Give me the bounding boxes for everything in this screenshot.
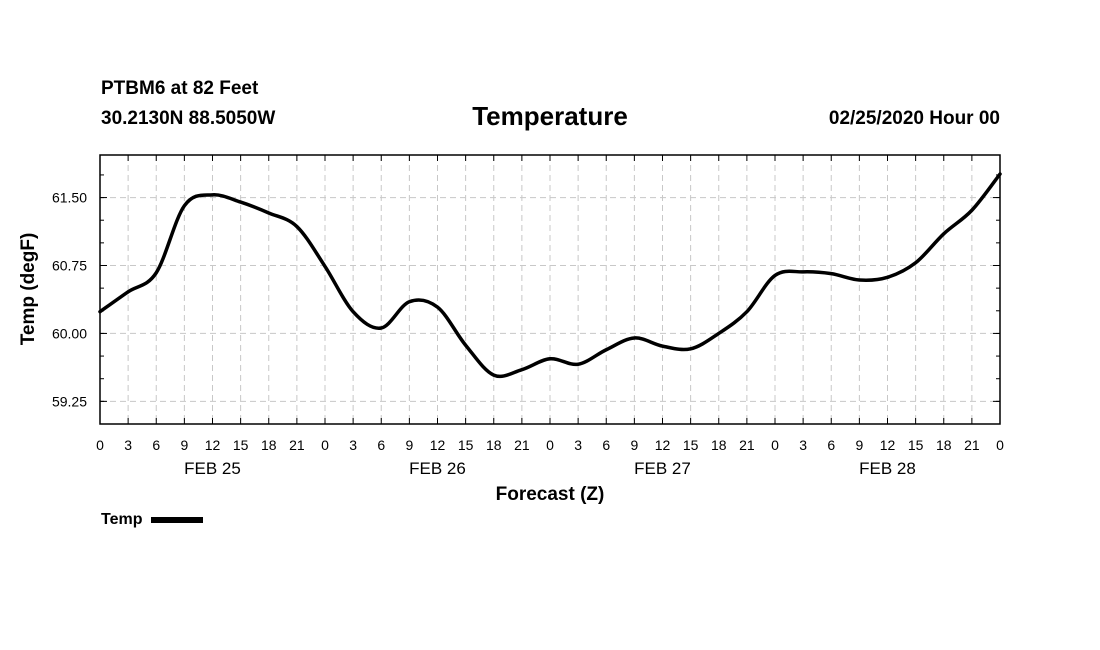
plot-frame [99,154,1001,425]
data-point-temp [212,194,213,196]
data-point-temp [465,344,467,346]
data-point-temp [690,348,692,350]
coordinates-label: 30.2130N 88.5050W [101,108,276,129]
forecast-datetime: 02/25/2020 Hour 00 [828,108,1000,129]
y-tick-label: 59.25 [52,393,87,409]
x-tick-label: 12 [205,437,221,453]
y-tick-label: 61.50 [52,190,87,206]
chart-title: Temperature [472,101,628,131]
x-tick-label: 0 [771,437,779,453]
x-tick-label: 0 [321,437,329,453]
data-point-temp [296,226,298,228]
axes: 0 3 6 9 12 15 18 21 0 3 6 9 12 15 18 21 0 3 6 9 12 15 18 21 0 3 6 9… [52,154,1004,478]
data-point-temp [549,358,551,360]
data-point-temp [915,262,917,264]
data-point-temp [633,337,635,339]
x-tick-label: 9 [180,437,188,453]
x-tick-label: 21 [739,437,755,453]
data-point-temp [971,209,973,211]
x-tick-label: 18 [261,437,277,453]
data-point-temp [662,345,663,347]
x-axis-title: Forecast (Z) [496,484,605,505]
data-point-temp [493,374,495,376]
data-point-temp [155,272,157,274]
data-point-temp [577,363,579,365]
data-point-temp [268,212,270,214]
y-tick-label: 60.00 [52,325,87,341]
data-point-temp [352,311,354,313]
x-tick-label: 15 [908,437,924,453]
data-point-temp [437,306,438,308]
x-tick-label: 18 [936,437,952,453]
x-tick-label: 21 [289,437,305,453]
x-tick-label: 3 [124,437,132,453]
legend: Temp [101,511,204,529]
data-point-temp [718,332,720,334]
data-point-temp [183,205,185,207]
data-point-temp [746,311,748,313]
data-point-temp [521,369,523,371]
day-label: FEB 27 [634,459,691,478]
grid [100,155,1000,424]
data-point-temp [380,327,382,329]
x-tick-label: 18 [486,437,502,453]
data-point-temp [830,273,832,275]
x-tick-label: 15 [683,437,699,453]
x-tick-label: 15 [233,437,249,453]
x-tick-label: 6 [152,437,160,453]
x-tick-label: 12 [655,437,671,453]
legend-swatch-temp [151,517,204,523]
data-point-temp [887,276,888,278]
data-point-temp [240,201,242,203]
data-point-temp [999,173,1001,175]
data-point-temp [774,274,776,276]
x-tick-label: 0 [996,437,1004,453]
data-point-temp [99,311,101,313]
station-label: PTBM6 at 82 Feet [101,78,259,99]
x-tick-label: 21 [964,437,980,453]
x-tick-label: 9 [855,437,863,453]
x-tick-label: 0 [96,437,104,453]
data-point-temp [127,291,129,293]
x-tick-label: 3 [349,437,357,453]
x-tick-label: 18 [711,437,727,453]
x-tick-label: 3 [799,437,807,453]
legend-label: Temp [101,511,143,528]
day-label: FEB 26 [409,459,466,478]
data-point-temp [943,233,945,235]
data-point-temp [408,301,410,303]
x-tick-label: 6 [602,437,610,453]
day-label: FEB 28 [859,459,916,478]
day-label: FEB 25 [184,459,241,478]
data-point-temp [858,279,860,281]
x-tick-label: 21 [514,437,530,453]
x-tick-label: 6 [377,437,385,453]
series [98,172,1002,379]
x-tick-label: 0 [546,437,554,453]
y-axis-title: Temp (degF) [18,233,39,346]
y-tick-label: 60.75 [52,257,87,273]
data-point-temp [605,349,607,351]
data-point-temp [802,271,804,273]
x-tick-label: 9 [630,437,638,453]
x-tick-label: 15 [458,437,474,453]
data-point-temp [324,265,326,267]
x-tick-label: 6 [827,437,835,453]
x-tick-label: 12 [880,437,896,453]
x-tick-label: 3 [574,437,582,453]
x-tick-label: 9 [405,437,413,453]
x-tick-label: 12 [430,437,446,453]
